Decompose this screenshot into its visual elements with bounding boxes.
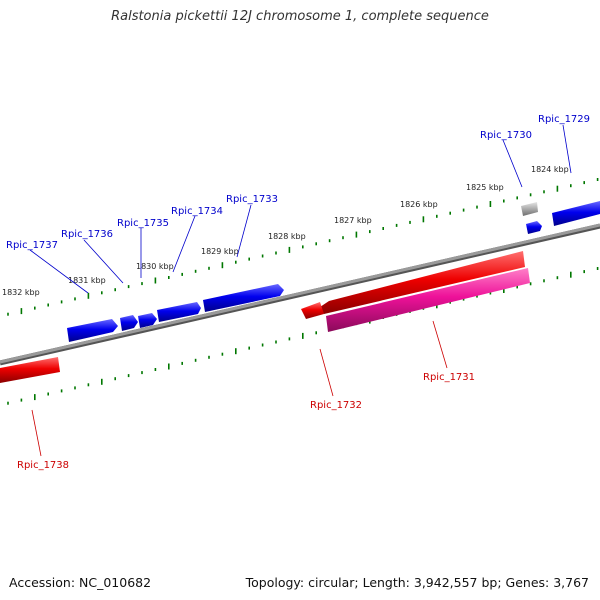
scale-label: 1825 kbp	[466, 183, 504, 192]
leader-rpic-1738	[31, 409, 42, 457]
scale-label: 1827 kbp	[334, 216, 372, 225]
gene-label-rpic-1731[interactable]: Rpic_1731	[423, 372, 475, 383]
leader-rpic-1734	[172, 215, 196, 273]
leader-rpic-1730	[502, 139, 523, 188]
leader-rpic-1731	[432, 320, 448, 369]
leader-rpic-1732	[319, 348, 334, 397]
scale-label: 1832 kbp	[2, 288, 40, 297]
forward-genes	[67, 201, 600, 342]
topology-summary: Topology: circular; Length: 3,942,557 bp…	[245, 575, 589, 590]
scale-label: 1826 kbp	[400, 200, 438, 209]
gene-label-rpic-1735[interactable]: Rpic_1735	[117, 218, 169, 229]
gene-label-rpic-1729[interactable]: Rpic_1729	[538, 114, 590, 125]
scale-label: 1828 kbp	[268, 232, 306, 241]
scale-label: 1830 kbp	[136, 262, 174, 271]
gene-labels: Rpic_1729 Rpic_1730 Rpic_1731 Rpic_1732 …	[6, 114, 590, 471]
map-title: Ralstonia pickettii 12J chromosome 1, co…	[111, 9, 489, 24]
leader-rpic-1736	[83, 239, 124, 284]
scale-label: 1829 kbp	[201, 247, 239, 256]
reverse-genes	[0, 251, 530, 383]
gene-label-rpic-1734[interactable]: Rpic_1734	[171, 206, 223, 217]
gene-rpic-1729[interactable]	[552, 201, 600, 226]
leader-rpic-1733	[236, 204, 252, 258]
gene-rpic-1731[interactable]	[326, 268, 530, 332]
gene-label-rpic-1737[interactable]: Rpic_1737	[6, 240, 58, 251]
scale-label: 1824 kbp	[531, 165, 569, 174]
scale-labels: 1824 kbp 1825 kbp 1826 kbp 1827 kbp 1828…	[2, 165, 569, 297]
accession-text: Accession: NC_010682	[9, 575, 152, 590]
gene-rpic-1735[interactable]	[138, 313, 157, 328]
gene-label-rpic-1733[interactable]: Rpic_1733	[226, 194, 278, 205]
gene-rpic-1730-pseudo[interactable]	[521, 202, 538, 216]
gene-label-rpic-1732[interactable]: Rpic_1732	[310, 400, 362, 411]
scale-ticks-upper	[7, 178, 599, 316]
leader-rpic-1729	[562, 124, 572, 174]
gene-rpic-1730[interactable]	[526, 221, 542, 234]
gene-label-rpic-1738[interactable]: Rpic_1738	[17, 460, 69, 471]
scale-label: 1831 kbp	[68, 276, 106, 285]
gene-rpic-1732[interactable]	[320, 251, 525, 314]
gene-rpic-1738[interactable]	[0, 357, 60, 383]
gene-rpic-1732-start[interactable]	[301, 302, 324, 319]
gene-rpic-1736[interactable]	[120, 315, 138, 331]
gene-label-rpic-1730[interactable]: Rpic_1730	[480, 130, 532, 141]
leader-lines	[29, 124, 572, 457]
leader-rpic-1737	[29, 249, 89, 294]
gene-rpic-1734[interactable]	[157, 302, 201, 322]
backbone	[0, 223, 600, 364]
gene-rpic-1733[interactable]	[203, 284, 284, 312]
gene-label-rpic-1736[interactable]: Rpic_1736	[61, 229, 113, 240]
gene-rpic-1737[interactable]	[67, 319, 118, 342]
